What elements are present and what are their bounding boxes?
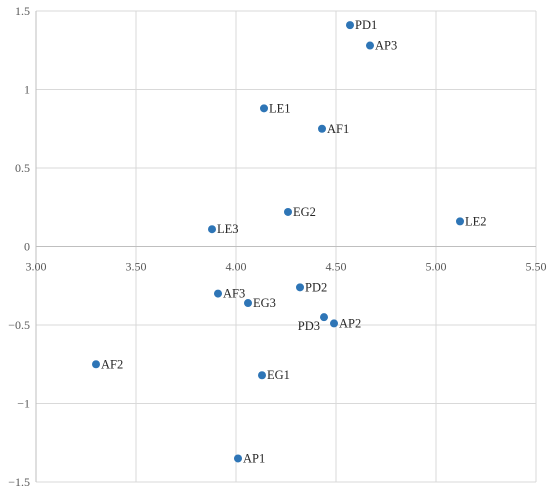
point-label-le3: LE3 bbox=[217, 222, 239, 236]
x-tick-label: 5.00 bbox=[426, 260, 447, 274]
data-point-pd2 bbox=[296, 283, 304, 292]
data-point-ap1 bbox=[234, 454, 242, 463]
point-label-eg1: EG1 bbox=[267, 368, 290, 382]
point-label-ap1: AP1 bbox=[243, 451, 265, 465]
point-label-ap2: AP2 bbox=[339, 316, 361, 330]
x-tick-label: 4.00 bbox=[226, 260, 247, 274]
y-tick-label: 0 bbox=[24, 240, 30, 254]
point-label-pd3: PD3 bbox=[298, 319, 320, 333]
data-point-le1 bbox=[260, 104, 268, 113]
y-tick-label: 0.5 bbox=[15, 161, 30, 175]
x-tick-labels: 3.00 3.50 4.00 4.50 5.00 5.50 bbox=[26, 260, 547, 274]
point-label-af1: AF1 bbox=[327, 122, 349, 136]
y-tick-label: 1 bbox=[24, 83, 30, 97]
data-point-pd1 bbox=[346, 21, 354, 30]
point-label-eg3: EG3 bbox=[253, 296, 276, 310]
data-points bbox=[92, 21, 464, 463]
data-point-eg3 bbox=[244, 299, 252, 308]
data-point-eg1 bbox=[258, 371, 266, 380]
data-point-af2 bbox=[92, 360, 100, 369]
horizontal-gridlines bbox=[36, 10, 536, 483]
data-point-le3 bbox=[208, 225, 216, 234]
data-point-ap3 bbox=[366, 41, 374, 50]
x-tick-label: 5.50 bbox=[526, 260, 547, 274]
y-tick-label: −1 bbox=[17, 397, 30, 411]
point-label-pd2: PD2 bbox=[305, 280, 327, 294]
point-label-le2: LE2 bbox=[465, 214, 487, 228]
x-tick-label: 3.00 bbox=[26, 260, 47, 274]
data-point-le2 bbox=[456, 217, 464, 226]
y-tick-labels: 1.5 1 0.5 0 −0.5 −1 −1.5 bbox=[8, 4, 30, 489]
data-point-af3 bbox=[214, 289, 222, 298]
data-point-pd3 bbox=[320, 313, 328, 322]
point-label-ap3: AP3 bbox=[375, 39, 397, 53]
data-point-ap2 bbox=[330, 319, 338, 328]
data-point-eg2 bbox=[284, 207, 292, 216]
x-tick-label: 3.50 bbox=[126, 260, 147, 274]
point-label-eg2: EG2 bbox=[293, 205, 316, 219]
y-tick-label: −0.5 bbox=[8, 318, 30, 332]
point-label-le1: LE1 bbox=[269, 101, 291, 115]
x-tick-label: 4.50 bbox=[326, 260, 347, 274]
point-labels: PD1 AP3 LE1 AF1 EG2 LE3 LE2 PD2 AF3 EG3 PD3 AP2 AF2 E… bbox=[101, 18, 487, 465]
data-point-af1 bbox=[318, 124, 326, 133]
axes bbox=[35, 11, 536, 482]
point-label-pd1: PD1 bbox=[355, 18, 377, 32]
point-label-af3: AF3 bbox=[223, 287, 245, 301]
y-tick-label: −1.5 bbox=[8, 475, 30, 489]
y-tick-label: 1.5 bbox=[15, 4, 30, 18]
point-label-af2: AF2 bbox=[101, 357, 123, 371]
